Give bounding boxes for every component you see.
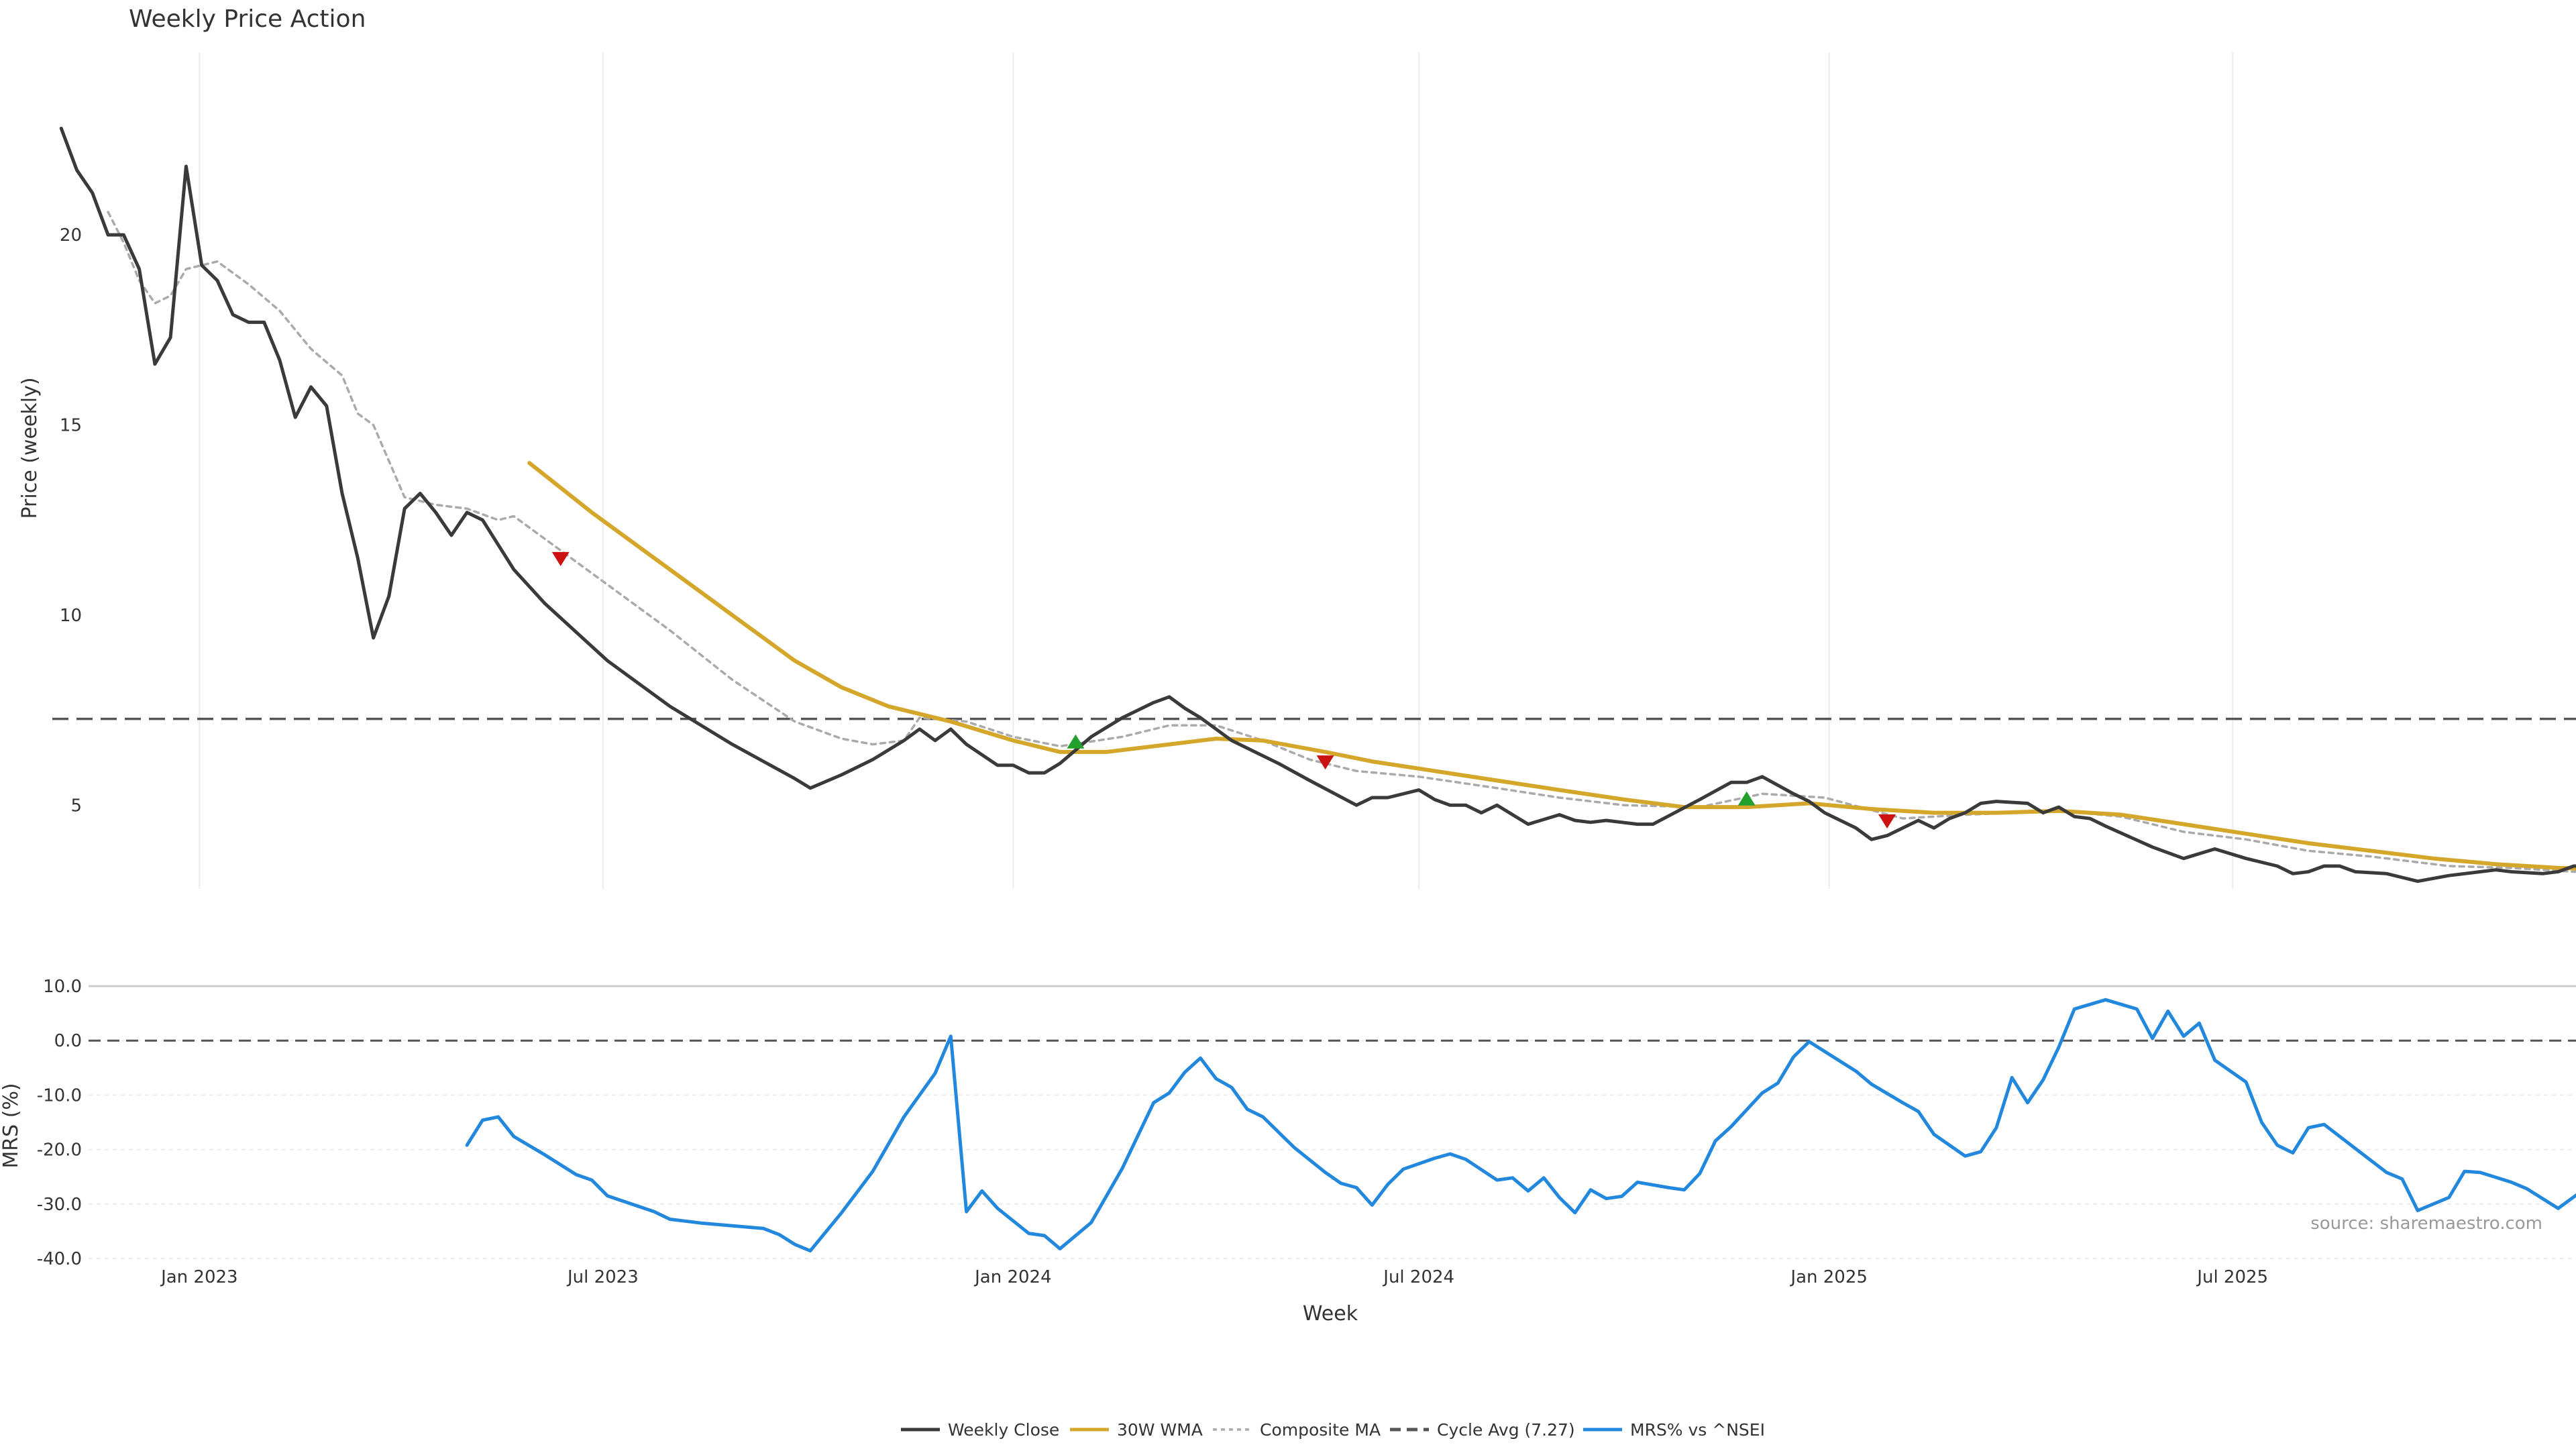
weekly-close-line <box>59 126 2576 883</box>
price-y-ticks: 5 10 15 20 <box>60 225 82 816</box>
mrs-y-tick-label: 10.0 <box>43 977 82 997</box>
legend-label: 30W WMA <box>1117 1420 1203 1440</box>
mrs-y-tick-label: -40.0 <box>37 1249 82 1269</box>
price-gridlines <box>199 52 2234 889</box>
x-tick-label: Jan 2025 <box>1789 1267 1868 1287</box>
price-y-axis-title: Price (weekly) <box>18 377 42 519</box>
x-tick-label: Jan 2024 <box>973 1267 1052 1287</box>
legend: Weekly Close 30W WMA Composite MA Cycle Avg… <box>901 1420 1765 1440</box>
x-axis-ticks: Jan 2023 Jul 2023 Jan 2024 Jul 2024 Jan 2025… <box>160 1267 2268 1287</box>
mrs-y-tick-label: -10.0 <box>37 1085 82 1106</box>
legend-label: Weekly Close <box>948 1420 1059 1440</box>
composite-ma-line <box>107 211 2576 873</box>
buy-signal-marker <box>1737 791 1756 806</box>
mrs-y-axis-title: MRS (%) <box>0 1083 23 1168</box>
price-y-tick-label: 15 <box>60 415 82 435</box>
legend-label: Cycle Avg (7.27) <box>1437 1420 1575 1440</box>
x-tick-label: Jan 2023 <box>160 1267 238 1287</box>
x-tick-label: Jul 2023 <box>566 1267 639 1287</box>
mrs-y-ticks: 10.0 0.0 -10.0 -20.0 -30.0 -40.0 <box>37 977 82 1269</box>
buy-signal-marker <box>1067 734 1085 749</box>
signal-markers <box>551 551 1896 828</box>
price-y-tick-label: 20 <box>60 225 82 246</box>
price-panel: 5 10 15 20 Price (weekly) <box>18 52 2576 889</box>
x-tick-label: Jul 2024 <box>1382 1267 1454 1287</box>
mrs-y-tick-label: 0.0 <box>54 1031 82 1051</box>
x-tick-label: Jul 2025 <box>2196 1267 2268 1287</box>
legend-label: Composite MA <box>1260 1420 1381 1440</box>
price-series-group <box>59 126 2576 883</box>
source-note: source: sharemaestro.com <box>2310 1214 2542 1234</box>
price-y-tick-label: 10 <box>60 606 82 626</box>
chart-title: Weekly Price Action <box>129 5 366 33</box>
mrs-y-tick-label: -20.0 <box>37 1140 82 1161</box>
sell-signal-marker <box>551 551 570 566</box>
sell-signal-marker <box>1878 814 1896 828</box>
sell-signal-marker <box>1316 755 1334 770</box>
mrs-y-tick-label: -30.0 <box>37 1195 82 1215</box>
mrs-gridlines <box>89 985 2576 1259</box>
mrs-panel: 10.0 0.0 -10.0 -20.0 -30.0 -40.0 MRS (%) sour… <box>0 977 2576 1269</box>
mrs-series-group <box>465 998 2576 1253</box>
legend-label: MRS% vs ^NSEI <box>1630 1420 1765 1440</box>
mrs-line <box>465 998 2576 1253</box>
x-axis-title: Week <box>1303 1302 1358 1326</box>
price-y-tick-label: 5 <box>70 796 82 816</box>
wma-30w-line <box>527 461 2576 871</box>
